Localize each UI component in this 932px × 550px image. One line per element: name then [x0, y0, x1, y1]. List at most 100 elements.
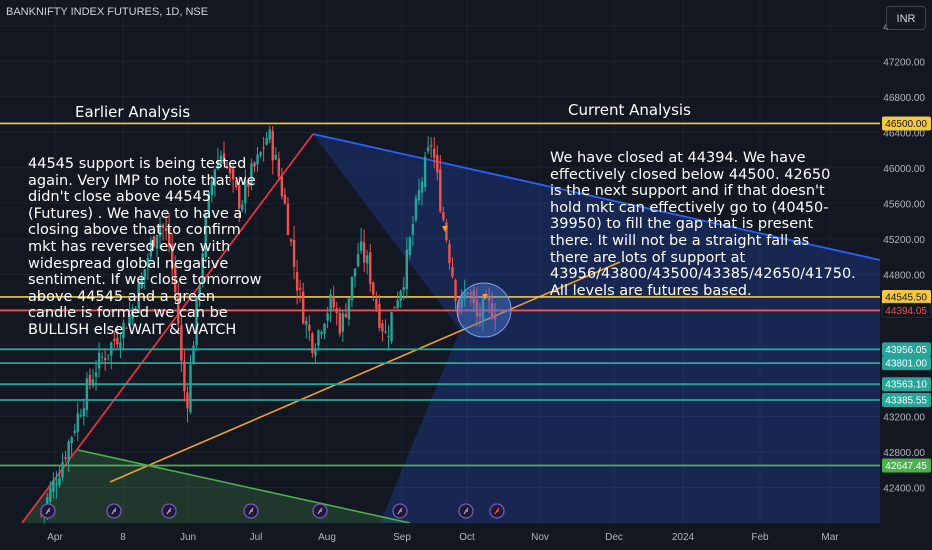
candle: [305, 320, 308, 326]
price-tag-label: 46500.00: [885, 119, 927, 130]
candle: [204, 214, 207, 257]
candle: [52, 480, 55, 492]
candle: [234, 180, 238, 188]
x-tick-label: Oct: [459, 532, 475, 543]
candle: [213, 169, 217, 187]
candle: [198, 286, 201, 297]
candle: [317, 330, 320, 346]
candle: [82, 408, 86, 417]
candle: [490, 303, 494, 319]
event-bolt-icon: [111, 507, 117, 515]
candle: [472, 290, 476, 304]
candle: [73, 430, 76, 433]
event-bolt-icon: [397, 507, 403, 515]
candle: [119, 342, 122, 349]
currency-button[interactable]: INR: [886, 6, 926, 30]
candle: [429, 145, 433, 147]
time-axis: [0, 523, 880, 550]
candle: [381, 323, 384, 332]
candle: [423, 156, 427, 187]
candle: [186, 392, 189, 409]
candle: [320, 331, 323, 335]
candle: [353, 268, 357, 277]
candle: [469, 292, 472, 295]
candle: [338, 313, 341, 334]
candle: [268, 129, 271, 140]
x-tick-label: Mar: [821, 532, 839, 543]
candle: [445, 222, 448, 241]
candle: [225, 165, 229, 167]
candle: [271, 130, 274, 161]
price-tag-label: 43563.10: [885, 380, 927, 391]
candle: [442, 212, 445, 220]
price-tag-label: 43385.55: [885, 395, 927, 406]
candle: [161, 224, 165, 228]
candle: [463, 292, 466, 299]
candle: [347, 298, 351, 320]
y-tick-label: 45600.00: [883, 199, 925, 210]
candle: [149, 240, 153, 257]
candle: [155, 234, 159, 249]
price-tag: [881, 302, 932, 318]
candle: [140, 277, 143, 288]
candle: [396, 300, 399, 308]
candle: [192, 345, 195, 365]
x-tick-label: Aug: [318, 532, 336, 543]
candle: [426, 147, 430, 152]
candle: [369, 252, 372, 284]
candle: [298, 287, 302, 290]
candle: [128, 313, 131, 325]
candle: [350, 276, 354, 301]
candle: [292, 239, 296, 267]
x-tick-label: Sep: [393, 532, 411, 543]
candle: [134, 309, 137, 311]
candle: [253, 162, 256, 167]
y-tick-label: 43200.00: [883, 412, 925, 423]
candle: [177, 296, 180, 324]
event-bolt-icon: [463, 507, 469, 515]
candle: [100, 356, 104, 358]
price-tag-label: 44394.05: [885, 306, 927, 317]
candle: [387, 335, 390, 337]
candle: [241, 204, 244, 211]
candle: [399, 290, 402, 301]
candle: [113, 338, 116, 342]
candles-group: [40, 125, 497, 527]
x-tick-label: Feb: [751, 532, 769, 543]
blue-channel-zone: [313, 134, 880, 523]
candle: [362, 242, 366, 263]
price-tag-label: 44545.50: [885, 292, 927, 303]
candle: [219, 155, 223, 164]
price-tag: [882, 356, 931, 371]
candle: [137, 283, 140, 314]
candle: [180, 324, 183, 361]
candle: [286, 203, 290, 236]
candle: [116, 338, 119, 345]
candle: [247, 179, 250, 187]
candle: [457, 300, 460, 313]
candle: [85, 378, 89, 411]
candle: [250, 163, 253, 186]
y-tick-label: 47200.00: [883, 57, 925, 68]
candle: [326, 313, 329, 321]
y-tick-label: 45200.00: [883, 235, 925, 246]
candle: [164, 227, 168, 231]
price-tag-label: 42647.45: [885, 461, 927, 472]
price-tag-label: 43801.00: [885, 359, 927, 370]
candle: [365, 255, 369, 264]
candle: [76, 413, 79, 432]
candle: [88, 374, 92, 384]
candle: [408, 237, 412, 255]
current-analysis-heading: Current Analysis: [568, 101, 691, 119]
y-tick-label: 42400.00: [883, 483, 925, 494]
price-axis: [880, 0, 932, 550]
event-bolt-icon: [317, 507, 323, 515]
candle: [195, 298, 198, 346]
candle: [131, 308, 134, 319]
candle: [384, 331, 387, 333]
candle: [94, 372, 98, 377]
candle: [393, 306, 396, 309]
candle: [390, 312, 393, 342]
candle: [359, 241, 363, 251]
